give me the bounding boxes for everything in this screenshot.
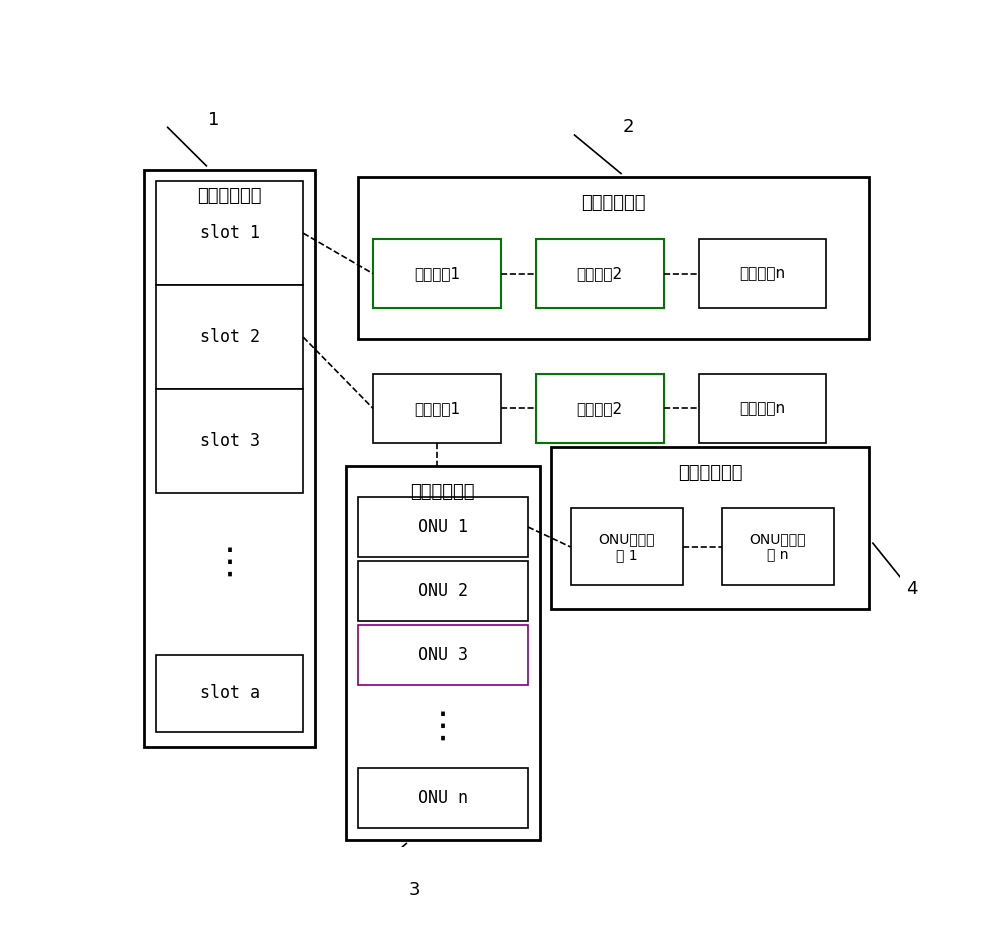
Bar (722, 508, 834, 585)
Text: ONU端口索
引 n: ONU端口索 引 n (750, 532, 806, 562)
Bar (358, 625, 528, 684)
Text: 端口索引2: 端口索引2 (577, 401, 623, 416)
Bar (536, 239, 664, 308)
Bar (358, 561, 528, 621)
Text: 3: 3 (408, 881, 420, 899)
Text: slot a: slot a (200, 684, 260, 703)
Text: 1: 1 (208, 110, 220, 129)
Text: slot 3: slot 3 (200, 432, 260, 450)
Bar (551, 446, 869, 608)
Text: 端口索引2: 端口索引2 (577, 267, 623, 281)
Text: ONU 3: ONU 3 (418, 645, 468, 664)
Text: 2: 2 (623, 118, 635, 136)
Text: ⋮: ⋮ (425, 709, 461, 744)
Text: 端口索引n: 端口索引n (739, 267, 786, 281)
Bar (346, 466, 540, 840)
Text: 4: 4 (906, 581, 917, 598)
Text: 第三存储单元: 第三存储单元 (411, 483, 475, 501)
Text: ⋮: ⋮ (212, 545, 248, 580)
Text: 端口索引n: 端口索引n (739, 401, 786, 416)
Text: ONU 2: ONU 2 (418, 582, 468, 600)
Bar (358, 177, 869, 339)
Bar (571, 508, 683, 585)
Bar (156, 655, 303, 732)
Bar (358, 768, 528, 828)
Bar (536, 374, 664, 443)
Bar (156, 286, 303, 389)
Text: 端口索引1: 端口索引1 (414, 267, 460, 281)
Bar (156, 181, 303, 286)
Text: 第四存储单元: 第四存储单元 (678, 464, 742, 482)
Bar (144, 169, 315, 747)
Bar (156, 389, 303, 493)
Text: slot 2: slot 2 (200, 328, 260, 347)
Text: ONU n: ONU n (418, 789, 468, 807)
Text: slot 1: slot 1 (200, 225, 260, 242)
Bar (358, 497, 528, 557)
Bar (373, 239, 501, 308)
Bar (698, 239, 826, 308)
Text: ONU 1: ONU 1 (418, 518, 468, 536)
Text: ONU端口索
引 1: ONU端口索 引 1 (599, 532, 655, 562)
Bar (373, 374, 501, 443)
Bar (698, 374, 826, 443)
Text: 第一存储单元: 第一存储单元 (197, 187, 262, 205)
Text: 端口索引1: 端口索引1 (414, 401, 460, 416)
Text: 第二存储单元: 第二存储单元 (581, 194, 646, 212)
